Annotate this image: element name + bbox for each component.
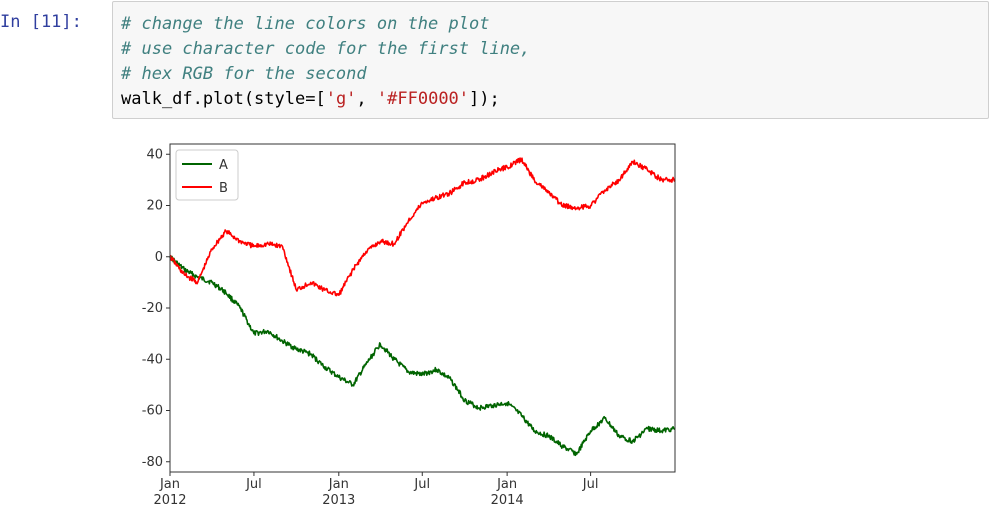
x-tick-label: Jan xyxy=(496,477,517,492)
cell-prompt: In [11]: xyxy=(0,12,82,32)
y-tick-label: -80 xyxy=(142,455,163,470)
legend-label-b: B xyxy=(219,181,228,196)
code-comment-line-2: # use character code for the first line, xyxy=(121,39,531,59)
x-tick-label: Jul xyxy=(245,477,262,492)
legend xyxy=(175,149,239,201)
series-line-b xyxy=(169,157,676,297)
y-tick-label: -40 xyxy=(142,352,163,367)
cell-output: 40 20 0 -20 -40 -60 -80 Jan 2012 Jul Jan 2013 Jul Jan… xyxy=(112,130,989,518)
y-tick-label: 40 xyxy=(146,147,163,162)
code-arg-green: 'g' xyxy=(325,89,357,109)
x-tick-year-label: 2014 xyxy=(491,493,524,508)
code-comment-line-1: # change the line colors on the plot xyxy=(121,14,490,34)
x-tick-label: Jan xyxy=(328,477,349,492)
code-arg-separator: , xyxy=(356,89,377,109)
y-tick-label: 0 xyxy=(155,250,163,265)
series-line-a xyxy=(169,255,676,457)
x-tick-label: Jul xyxy=(413,477,430,492)
x-tick-year-label: 2012 xyxy=(153,493,186,508)
code-comment-line-3: # hex RGB for the second xyxy=(121,64,367,84)
code-cell-input[interactable]: # change the line colors on the plot # u… xyxy=(112,1,989,119)
y-tick-label: -20 xyxy=(142,301,163,316)
x-tick-label: Jul xyxy=(582,477,599,492)
legend-label-a: A xyxy=(219,158,228,173)
code-call-prefix: walk_df.plot(style=[ xyxy=(121,89,326,109)
x-tick-label: Jan xyxy=(159,477,180,492)
y-tick-label: -60 xyxy=(142,404,163,419)
code-call-suffix: ]); xyxy=(469,89,500,109)
code-statement-line: walk_df.plot(style=['g', '#FF0000']); xyxy=(121,87,980,112)
x-tick-year-label: 2013 xyxy=(322,493,355,508)
code-arg-red: '#FF0000' xyxy=(376,89,470,109)
y-tick-label: 20 xyxy=(146,199,163,214)
